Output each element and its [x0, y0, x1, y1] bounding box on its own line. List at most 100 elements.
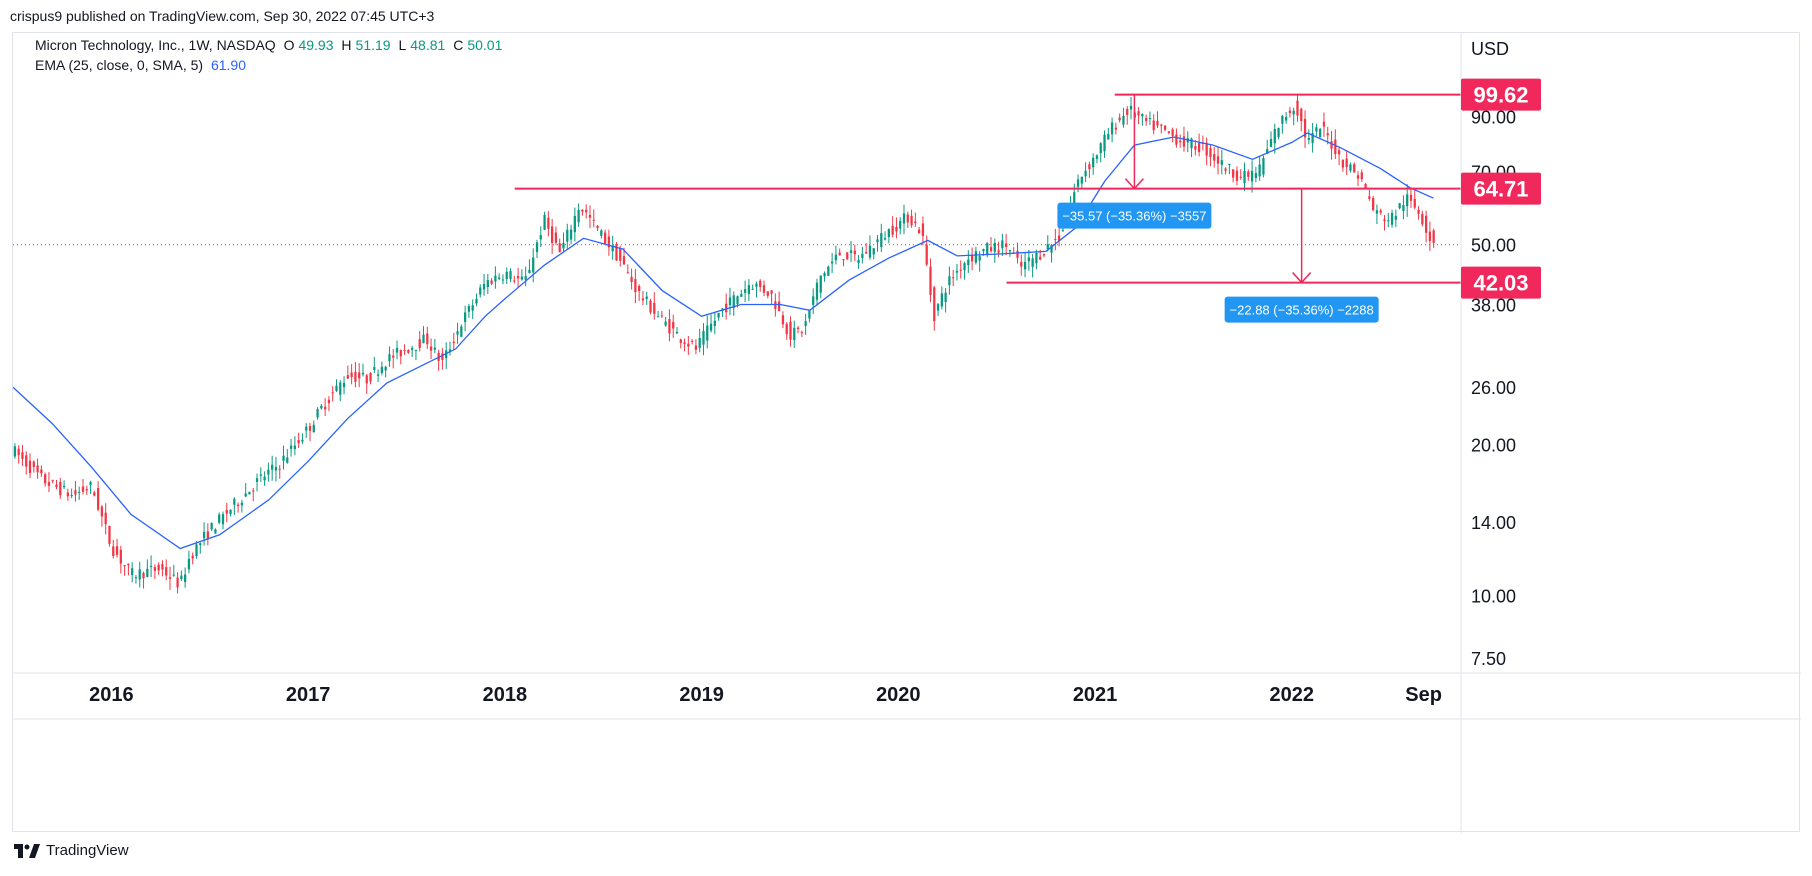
- candle-body: [195, 544, 198, 557]
- candle-body: [603, 232, 607, 244]
- candle-body: [1224, 168, 1227, 171]
- candle-body: [1409, 194, 1413, 201]
- candle-body: [834, 254, 838, 261]
- candle-body: [1209, 148, 1212, 158]
- candle-body: [479, 287, 482, 295]
- candle-body: [233, 498, 236, 505]
- candle-body: [1311, 133, 1314, 144]
- candle-body: [872, 248, 875, 255]
- candle-body: [112, 546, 115, 556]
- candle-body: [993, 243, 996, 252]
- candle-body: [44, 474, 47, 484]
- candle-body: [1254, 173, 1257, 179]
- candle-body: [93, 492, 96, 496]
- candle-body: [668, 319, 671, 334]
- candle-body: [104, 512, 107, 525]
- candle-body: [308, 426, 312, 431]
- candle-body: [146, 568, 149, 577]
- ema-series: [13, 132, 1461, 550]
- candle-body: [554, 232, 558, 243]
- candle-body: [808, 310, 811, 319]
- candle-body: [297, 440, 300, 444]
- candle-body: [1216, 156, 1220, 164]
- level-badge-label: 64.71: [1473, 177, 1528, 202]
- candle-body: [1398, 203, 1401, 209]
- candle-body: [902, 213, 906, 224]
- candle-body: [804, 321, 807, 326]
- candle-body: [59, 482, 62, 496]
- candle-body: [566, 229, 569, 242]
- candle-body: [452, 341, 455, 344]
- footer-brand-text: TradingView: [46, 842, 129, 859]
- candle-body: [1084, 170, 1087, 177]
- candle-body: [925, 244, 928, 265]
- candle-body: [463, 312, 467, 322]
- candle-body: [963, 263, 966, 271]
- candle-body: [1145, 118, 1148, 122]
- candle-body: [248, 491, 251, 495]
- candle-body: [498, 277, 501, 279]
- candle-body: [679, 339, 682, 343]
- candle-body: [1175, 134, 1178, 145]
- candle-body: [615, 244, 618, 261]
- candle-body: [1349, 164, 1352, 171]
- x-tick-label: 2020: [876, 684, 921, 706]
- legend-ema-value: 61.90: [210, 57, 246, 73]
- candle-body: [433, 347, 436, 350]
- footer-brand[interactable]: TradingView: [14, 842, 129, 859]
- candle-body: [1179, 140, 1182, 143]
- candle-body: [664, 321, 667, 326]
- candle-body: [1129, 105, 1133, 110]
- measurements[interactable]: −35.57 (−35.36%) −3557 −22.88 (−35.36%) −…: [1057, 93, 1379, 323]
- candle-body: [747, 285, 751, 294]
- candle-body: [1092, 157, 1095, 168]
- candle-body: [709, 323, 713, 331]
- candle-body: [255, 478, 259, 482]
- candle-body: [1020, 261, 1023, 267]
- candle-body: [827, 266, 830, 276]
- chart-svg[interactable]: −35.57 (−35.36%) −3557 −22.88 (−35.36%) −…: [13, 33, 1801, 833]
- candle-body: [853, 250, 856, 255]
- candle-body: [1375, 210, 1379, 214]
- candle-body: [168, 577, 172, 579]
- candle-body: [929, 266, 932, 295]
- candle-body: [880, 233, 883, 248]
- candle-body: [551, 226, 554, 244]
- candle-body: [1394, 215, 1397, 220]
- candle-body: [967, 259, 970, 266]
- candle-body: [1330, 141, 1333, 149]
- candle-body: [153, 567, 157, 571]
- candle-body: [96, 487, 100, 510]
- candle-body: [214, 529, 217, 534]
- candle-body: [1141, 113, 1144, 117]
- candle-body: [516, 276, 520, 279]
- candle-body: [187, 558, 191, 570]
- candle-body: [1061, 229, 1065, 231]
- candle-body: [830, 261, 834, 264]
- candle-body: [626, 272, 629, 274]
- price-badges: 99.62 64.71 42.03: [1461, 78, 1541, 299]
- legend-o-label: O: [283, 37, 295, 53]
- candle-body: [286, 457, 289, 463]
- candle-body: [78, 492, 81, 494]
- x-tick-label: 2016: [89, 684, 134, 706]
- candle-body: [17, 448, 20, 456]
- candle-body: [1110, 122, 1114, 135]
- candle-body: [172, 574, 175, 576]
- candle-body: [849, 250, 853, 253]
- candle-body: [354, 371, 357, 382]
- candle-body: [796, 327, 800, 330]
- candle-body: [532, 257, 535, 273]
- candle-body: [842, 259, 845, 261]
- y-tick-label: 90.00: [1471, 108, 1516, 128]
- measure-arrow-head: [1124, 178, 1144, 190]
- candle-body: [585, 209, 588, 213]
- candle-body: [1076, 179, 1080, 187]
- candle-body: [728, 297, 732, 306]
- candle-body: [914, 221, 917, 224]
- publisher-line: crispus9 published on TradingView.com, S…: [10, 8, 435, 24]
- candle-body: [1379, 210, 1382, 213]
- candle-body: [766, 291, 769, 296]
- candle-body: [948, 276, 951, 286]
- candle-body: [267, 469, 270, 475]
